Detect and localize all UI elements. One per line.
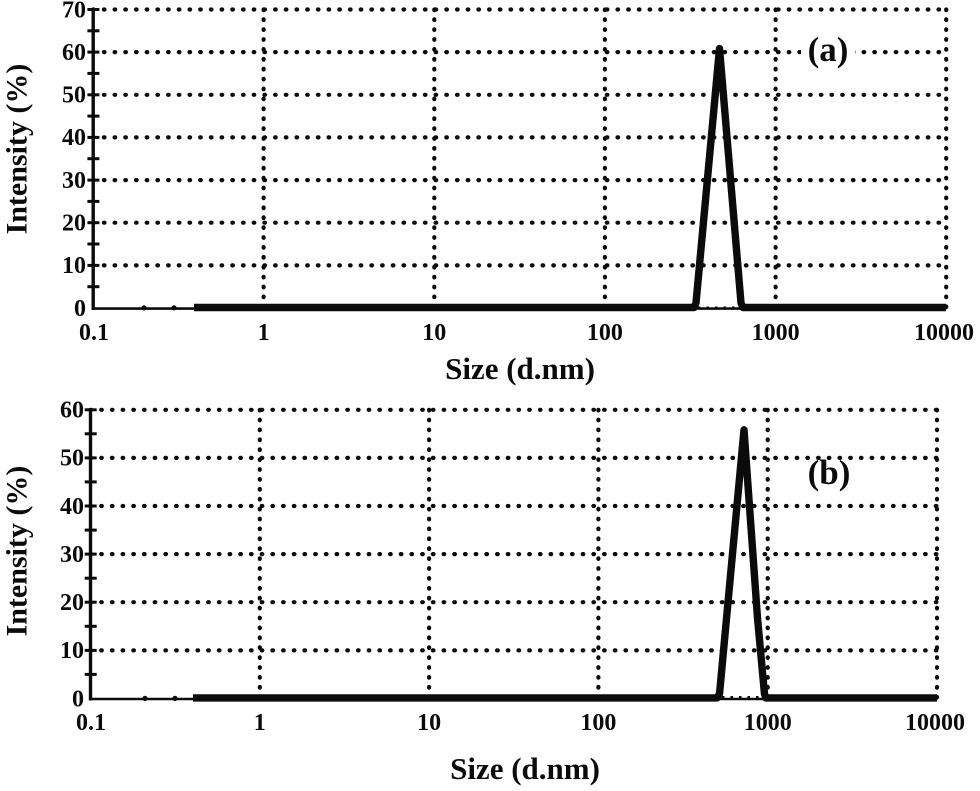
svg-text:20: 20 (62, 211, 86, 237)
svg-text:20: 20 (60, 590, 84, 616)
svg-text:(b): (b) (808, 453, 851, 492)
svg-text:60: 60 (62, 40, 86, 66)
svg-text:1000: 1000 (744, 710, 792, 736)
svg-text:100: 100 (587, 320, 623, 346)
svg-text:0.1: 0.1 (79, 320, 109, 346)
svg-text:30: 30 (62, 168, 86, 194)
svg-text:100: 100 (580, 710, 616, 736)
svg-text:0.1: 0.1 (76, 710, 106, 736)
svg-text:10: 10 (60, 638, 84, 664)
svg-text:Size (d.nm): Size (d.nm) (450, 751, 600, 786)
svg-text:50: 50 (60, 446, 84, 472)
svg-text:10000: 10000 (905, 710, 965, 736)
svg-text:40: 40 (62, 125, 86, 151)
svg-text:0: 0 (74, 296, 86, 322)
svg-text:1: 1 (254, 710, 266, 736)
svg-text:40: 40 (60, 494, 84, 520)
svg-text:1: 1 (258, 320, 270, 346)
svg-text:0: 0 (72, 686, 84, 712)
svg-text:10: 10 (417, 710, 441, 736)
svg-text:50: 50 (62, 83, 86, 109)
svg-text:Size (d.nm): Size (d.nm) (445, 351, 595, 386)
svg-text:Intensity (%): Intensity (%) (1, 466, 34, 637)
svg-text:60: 60 (60, 398, 84, 424)
svg-text:30: 30 (60, 542, 84, 568)
svg-text:1000: 1000 (752, 320, 800, 346)
svg-text:10: 10 (422, 320, 446, 346)
svg-text:70: 70 (62, 0, 86, 23)
svg-text:10: 10 (62, 253, 86, 279)
svg-text:(a): (a) (808, 30, 849, 69)
svg-text:Intensity (%): Intensity (%) (1, 64, 34, 235)
svg-text:10000: 10000 (914, 320, 974, 346)
